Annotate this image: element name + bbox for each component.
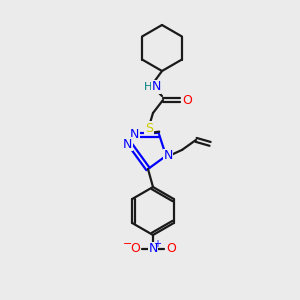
Text: O: O: [182, 94, 192, 106]
Text: H: H: [144, 82, 152, 92]
Text: O: O: [130, 242, 140, 256]
Text: N: N: [148, 242, 158, 256]
Text: −: −: [123, 239, 133, 249]
Text: N: N: [164, 149, 173, 162]
Text: O: O: [166, 242, 176, 256]
Text: N: N: [123, 138, 133, 151]
Text: N: N: [151, 80, 161, 94]
Text: N: N: [130, 128, 140, 141]
Text: +: +: [153, 239, 161, 249]
Text: S: S: [145, 122, 153, 134]
